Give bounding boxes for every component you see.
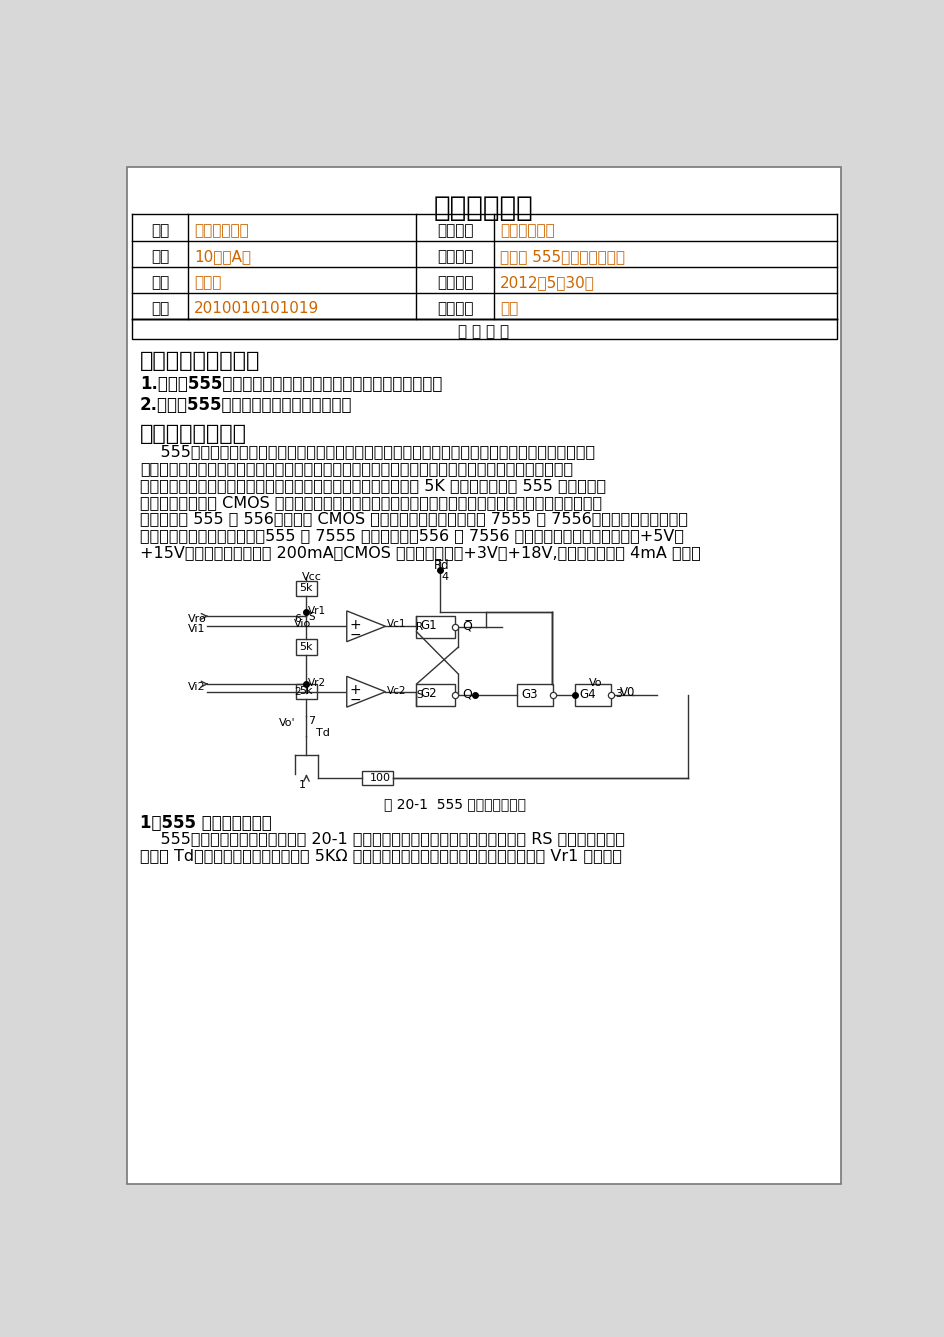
Text: 2: 2 (294, 687, 300, 697)
Text: 555电路的内部电路方框图如图 20-1 所示。它含有两个电压比较器，一个基本 RS 触发器，一个放: 555电路的内部电路方框图如图 20-1 所示。它含有两个电压比较器，一个基本 … (140, 832, 624, 846)
Text: Vc2: Vc2 (387, 686, 406, 695)
Text: 一、实验目的和任务: 一、实验目的和任务 (140, 352, 260, 372)
Text: 5k: 5k (299, 642, 312, 651)
Text: S: S (416, 690, 423, 701)
Text: G4: G4 (579, 689, 596, 701)
Text: +: + (348, 683, 361, 698)
Text: 班级: 班级 (151, 249, 169, 263)
Text: Vcc: Vcc (301, 572, 321, 582)
Text: Vio: Vio (294, 619, 311, 630)
Bar (296, 580, 316, 596)
Text: Vr1: Vr1 (308, 606, 326, 616)
Text: 5k: 5k (299, 583, 312, 594)
Text: Vi1: Vi1 (188, 624, 205, 634)
Text: 2012年5月30日: 2012年5月30日 (499, 275, 595, 290)
Text: 5k: 5k (299, 686, 312, 697)
Text: 电开关 Td。比较器的参考电压由三只 5KΩ 的电阔器构成分压，它们分别使低电平比较器 Vr1 反相输入: 电开关 Td。比较器的参考电压由三只 5KΩ 的电阔器构成分压，它们分别使低电平… (140, 848, 621, 864)
Text: Vo: Vo (589, 678, 602, 687)
Text: 图 20-1  555 定时器内部框图: 图 20-1 555 定时器内部框图 (384, 797, 526, 812)
Bar (416, 685, 455, 706)
Text: G1: G1 (420, 619, 436, 631)
Text: 系别: 系别 (151, 223, 169, 238)
Text: 脚排列完全相同，易于互换。555 和 7555 是单定时器，556 和 7556 是双定时器。双极型的电压是+5V～: 脚排列完全相同，易于互换。555 和 7555 是单定时器，556 和 7556… (140, 528, 683, 544)
Text: 位数码都是 555 或 556；所有的 CMOS 产品型号最后四位数码都是 7555 或 7556，两者的逻辑功能和引: 位数码都是 555 或 556；所有的 CMOS 产品型号最后四位数码都是 75… (140, 512, 687, 527)
Text: −: − (348, 628, 361, 642)
Text: 2010010101019: 2010010101019 (194, 301, 319, 317)
Text: 报 告 内 容: 报 告 内 容 (458, 325, 509, 340)
Text: 姓名: 姓名 (151, 275, 169, 290)
Bar (575, 685, 611, 706)
Text: 4: 4 (441, 572, 448, 582)
Text: 10通信A班: 10通信A班 (194, 249, 251, 263)
Text: 1、555 电路的工作原理: 1、555 电路的工作原理 (140, 814, 271, 832)
Text: 实验名称: 实验名称 (436, 249, 473, 263)
Text: 学号: 学号 (151, 301, 169, 317)
Text: 指导教师: 指导教师 (436, 301, 473, 317)
Text: 该电路使用灵活、方便，只需外接少量的阔容元件就可以构成单稳、多谐和施密特触发器，因而广泛用: 该电路使用灵活、方便，只需外接少量的阔容元件就可以构成单稳、多谐和施密特触发器，… (140, 461, 572, 476)
Text: 课程名称: 课程名称 (436, 223, 473, 238)
Text: 1.　熟悉555型集成时基电路的电路结构、工作原理及其特点。: 1. 熟悉555型集成时基电路的电路结构、工作原理及其特点。 (140, 374, 442, 393)
Text: Vr2: Vr2 (308, 678, 326, 687)
Text: 7: 7 (308, 717, 314, 726)
Text: 实验八 555定时器及其应用: 实验八 555定时器及其应用 (499, 249, 625, 263)
Text: 路类型有双极型和 CMOS 型两大类，两者的工作原理和结构相似。几乎所有的双极型产品型号最后的三: 路类型有双极型和 CMOS 型两大类，两者的工作原理和结构相似。几乎所有的双极型… (140, 495, 601, 509)
Text: 2.　掌握555型集成时基电路的基本应用。: 2. 掌握555型集成时基电路的基本应用。 (140, 396, 352, 414)
Text: V0: V0 (619, 686, 635, 698)
Text: 于信号的产生、变换、控制与检测。它的内部电压标准使用了三个 5K 的电阔，故取名 555 电路。其电: 于信号的产生、变换、控制与检测。它的内部电压标准使用了三个 5K 的电阔，故取名… (140, 477, 605, 492)
Text: Td: Td (315, 727, 329, 738)
Polygon shape (346, 677, 385, 707)
Text: S: S (308, 612, 314, 623)
Bar (516, 685, 552, 706)
Text: +15V，最大负载电流可达 200mA，CMOS 型的电源电压是+3V～+18V,最大负载电流在 4mA 以下。: +15V，最大负载电流可达 200mA，CMOS 型的电源电压是+3V～+18V… (140, 545, 700, 560)
Text: 电子技术实验: 电子技术实验 (499, 223, 554, 238)
Bar (296, 685, 316, 699)
Text: −: − (348, 694, 361, 707)
Text: 二、实验原理介绍: 二、实验原理介绍 (140, 424, 246, 444)
Text: 555集成时基电路称为集成定时器，是一种数字、模拟混合型的中规模集成电路，其应用十分广泛。: 555集成时基电路称为集成定时器，是一种数字、模拟混合型的中规模集成电路，其应用… (140, 444, 595, 459)
Text: 100: 100 (370, 773, 391, 783)
Text: R̅d: R̅d (433, 559, 448, 571)
Bar (132, 320, 835, 340)
Text: 6: 6 (294, 614, 300, 624)
Bar (362, 771, 393, 785)
Polygon shape (346, 611, 385, 642)
Text: 电子信息学院: 电子信息学院 (194, 223, 248, 238)
Text: +: + (348, 618, 361, 632)
Text: Vi2: Vi2 (188, 682, 205, 691)
Text: 实验时间: 实验时间 (436, 275, 473, 290)
Text: Q: Q (462, 689, 472, 701)
Text: R: R (416, 623, 423, 632)
Text: 文毅: 文毅 (499, 301, 518, 317)
Text: Vro: Vro (188, 614, 207, 624)
Text: Vc1: Vc1 (387, 619, 406, 630)
Text: 1: 1 (298, 779, 305, 790)
Text: G3: G3 (520, 689, 537, 701)
Text: 3: 3 (615, 689, 622, 699)
Text: 学生实验报告: 学生实验报告 (433, 194, 533, 222)
Text: Vo': Vo' (278, 718, 295, 727)
Text: Q̅: Q̅ (462, 620, 472, 634)
Bar (416, 616, 455, 638)
Text: G2: G2 (420, 687, 436, 701)
Text: 葛楼雄: 葛楼雄 (194, 275, 221, 290)
Bar (296, 639, 316, 655)
